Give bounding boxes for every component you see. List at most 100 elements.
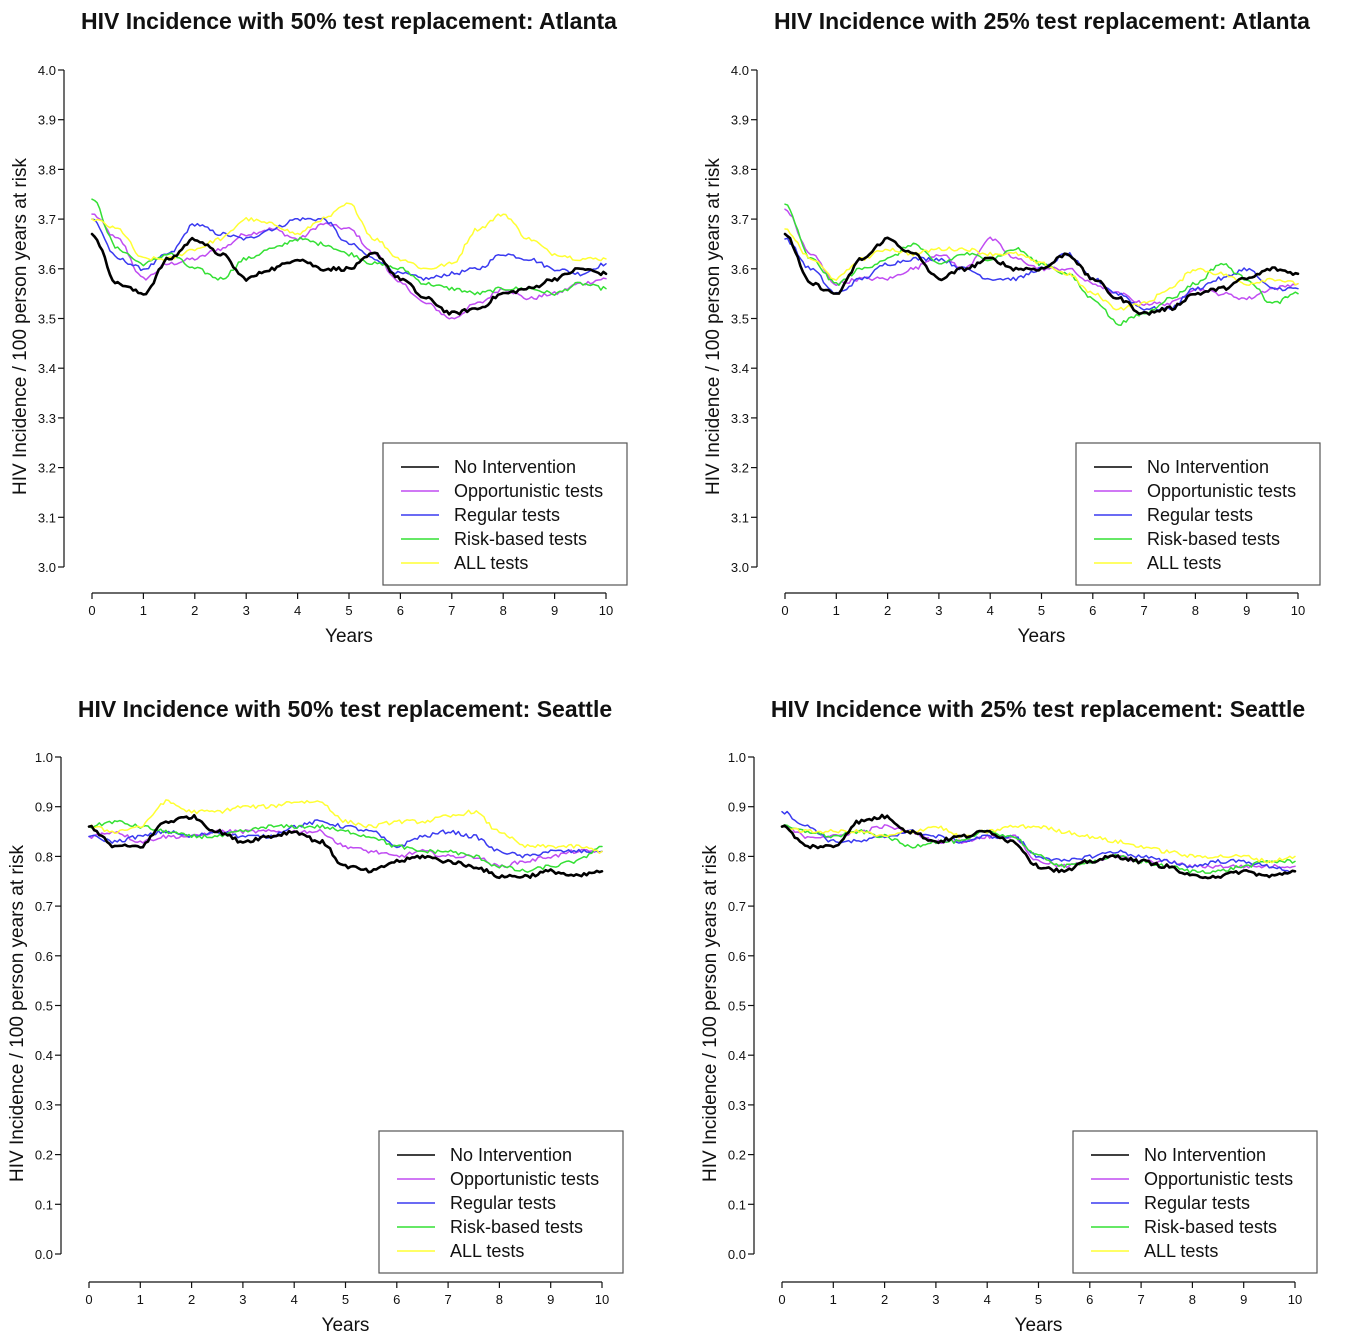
- x-tick-label: 4: [291, 1292, 298, 1307]
- series-line-all-tests: [784, 228, 1299, 311]
- y-tick-label: 3.4: [38, 361, 56, 376]
- x-tick-label: 5: [1038, 603, 1045, 618]
- legend-label: No Intervention: [454, 457, 576, 477]
- x-tick-label: 1: [830, 1292, 837, 1307]
- x-tick-label: 0: [85, 1292, 92, 1307]
- legend-box: [1072, 1130, 1318, 1274]
- x-tick-label: 3: [239, 1292, 246, 1307]
- legend-label: Opportunistic tests: [1144, 1169, 1293, 1189]
- y-tick-label: 0.9: [35, 800, 53, 815]
- x-tick-label: 9: [547, 1292, 554, 1307]
- x-tick-label: 4: [294, 603, 301, 618]
- x-tick-label: 7: [448, 603, 455, 618]
- y-tick-label: 3.7: [38, 212, 56, 227]
- chart-panel-2: HIV Incidence with 25% test replacement:…: [703, 8, 1321, 647]
- y-tick-label: 0.6: [35, 949, 53, 964]
- legend-label: Risk-based tests: [1147, 529, 1280, 549]
- chart-panel-4: HIV Incidence with 25% test replacement:…: [700, 696, 1318, 1335]
- x-axis-label: Years: [325, 626, 373, 647]
- x-tick-label: 2: [881, 1292, 888, 1307]
- y-tick-label: 3.2: [38, 461, 56, 476]
- y-axis-label: HIV Incidence / 100 person years at risk: [10, 158, 31, 495]
- y-tick-label: 0.5: [728, 999, 746, 1014]
- y-tick-label: 0.8: [35, 849, 53, 864]
- series-line-regular-tests: [781, 810, 1296, 873]
- x-tick-label: 2: [191, 603, 198, 618]
- y-tick-label: 0.2: [728, 1148, 746, 1163]
- legend-label: ALL tests: [1147, 553, 1221, 573]
- y-tick-label: 4.0: [38, 63, 56, 78]
- series-line-risk-based-tests: [91, 198, 607, 296]
- x-tick-label: 2: [188, 1292, 195, 1307]
- y-tick-label: 1.0: [728, 750, 746, 765]
- x-tick-label: 3: [243, 603, 250, 618]
- y-tick-label: 0.7: [728, 899, 746, 914]
- y-axis-label: HIV Incidence / 100 person years at risk: [700, 845, 721, 1182]
- x-tick-label: 7: [1137, 1292, 1144, 1307]
- legend-label: Risk-based tests: [1144, 1217, 1277, 1237]
- series-line-opportunistic-tests: [91, 213, 607, 320]
- legend-label: No Intervention: [450, 1145, 572, 1165]
- x-tick-label: 10: [1291, 603, 1305, 618]
- x-tick-label: 3: [932, 1292, 939, 1307]
- chart-title: HIV Incidence with 50% test replacement:…: [78, 696, 612, 722]
- y-tick-label: 3.7: [731, 212, 749, 227]
- series-line-no-intervention: [780, 813, 1297, 880]
- y-tick-label: 0.9: [728, 800, 746, 815]
- y-tick-label: 3.5: [731, 312, 749, 327]
- y-tick-label: 3.8: [731, 162, 749, 177]
- series-line-regular-tests: [91, 217, 607, 281]
- legend-label: Risk-based tests: [454, 529, 587, 549]
- legend: No Intervention Opportunistic tests Regula…: [378, 1130, 624, 1274]
- y-tick-label: 3.9: [38, 113, 56, 128]
- x-tick-label: 5: [345, 603, 352, 618]
- x-tick-label: 10: [1288, 1292, 1302, 1307]
- chart-panel-1: HIV Incidence with 50% test replacement:…: [10, 8, 628, 647]
- legend-label: Opportunistic tests: [454, 481, 603, 501]
- chart-title: HIV Incidence with 25% test replacement:…: [771, 696, 1305, 722]
- x-tick-label: 1: [140, 603, 147, 618]
- y-tick-label: 3.3: [38, 411, 56, 426]
- y-tick-label: 3.2: [731, 461, 749, 476]
- y-tick-label: 4.0: [731, 63, 749, 78]
- legend-label: ALL tests: [450, 1241, 524, 1261]
- x-tick-label: 9: [1243, 603, 1250, 618]
- legend-label: Regular tests: [1147, 505, 1253, 525]
- legend-label: No Intervention: [1147, 457, 1269, 477]
- legend-label: ALL tests: [454, 553, 528, 573]
- y-tick-label: 3.9: [731, 113, 749, 128]
- y-tick-label: 0.7: [35, 899, 53, 914]
- x-tick-label: 7: [1140, 603, 1147, 618]
- y-tick-label: 0.0: [728, 1247, 746, 1262]
- y-tick-label: 0.1: [35, 1197, 53, 1212]
- legend-label: Opportunistic tests: [1147, 481, 1296, 501]
- series-line-all-tests: [88, 799, 603, 854]
- legend-label: Risk-based tests: [450, 1217, 583, 1237]
- y-tick-label: 3.8: [38, 162, 56, 177]
- series-line-no-intervention: [783, 232, 1300, 316]
- x-tick-label: 9: [1240, 1292, 1247, 1307]
- y-tick-label: 3.3: [731, 411, 749, 426]
- series-line-opportunistic-tests: [88, 828, 603, 868]
- x-tick-label: 6: [393, 1292, 400, 1307]
- x-tick-label: 0: [781, 603, 788, 618]
- y-tick-label: 0.1: [728, 1197, 746, 1212]
- x-tick-label: 2: [884, 603, 891, 618]
- x-tick-label: 5: [1035, 1292, 1042, 1307]
- y-tick-label: 0.3: [35, 1098, 53, 1113]
- x-tick-label: 0: [88, 603, 95, 618]
- y-tick-label: 0.3: [728, 1098, 746, 1113]
- x-tick-label: 4: [984, 1292, 991, 1307]
- y-tick-label: 0.8: [728, 849, 746, 864]
- y-tick-label: 3.1: [731, 510, 749, 525]
- y-tick-label: 3.6: [731, 262, 749, 277]
- legend-label: Regular tests: [454, 505, 560, 525]
- legend: No Intervention Opportunistic tests Regula…: [1075, 442, 1321, 586]
- x-tick-label: 3: [935, 603, 942, 618]
- series-line-risk-based-tests: [88, 819, 603, 873]
- y-tick-label: 3.6: [38, 262, 56, 277]
- x-tick-label: 1: [833, 603, 840, 618]
- chart-panel-3: HIV Incidence with 50% test replacement:…: [7, 696, 624, 1335]
- y-axis-label: HIV Incidence / 100 person years at risk: [7, 845, 28, 1182]
- x-tick-label: 6: [1086, 1292, 1093, 1307]
